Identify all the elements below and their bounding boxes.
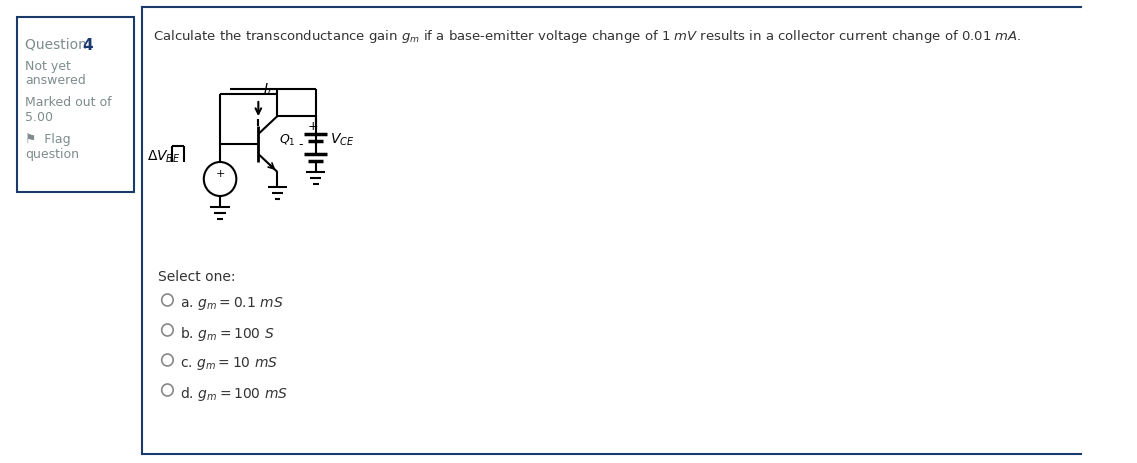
Text: d. $g_m = 100\ mS$: d. $g_m = 100\ mS$ xyxy=(180,384,288,402)
Text: $V_{CE}$: $V_{CE}$ xyxy=(330,131,355,148)
FancyBboxPatch shape xyxy=(17,18,134,193)
Text: Select one:: Select one: xyxy=(158,269,235,283)
Text: +: + xyxy=(215,169,225,179)
Text: Question: Question xyxy=(25,38,91,52)
Text: question: question xyxy=(25,148,78,161)
Text: b. $g_m = 100\ S$: b. $g_m = 100\ S$ xyxy=(180,324,274,342)
Text: Calculate the transconductance gain $g_m$ if a base-emitter voltage change of $1: Calculate the transconductance gain $g_m… xyxy=(153,28,1022,45)
Text: $Q_1$: $Q_1$ xyxy=(280,132,296,147)
Text: ⚑  Flag: ⚑ Flag xyxy=(25,133,70,146)
Text: Marked out of: Marked out of xyxy=(25,96,111,109)
Text: 5.00: 5.00 xyxy=(25,111,53,124)
Text: +: + xyxy=(308,120,318,133)
Text: $I_c$: $I_c$ xyxy=(263,81,274,98)
Text: 4: 4 xyxy=(82,38,93,53)
Text: c. $g_m = 10\ mS$: c. $g_m = 10\ mS$ xyxy=(180,354,279,371)
Text: Not yet: Not yet xyxy=(25,60,70,73)
Text: a. $g_m = 0.1\ mS$: a. $g_m = 0.1\ mS$ xyxy=(180,294,283,311)
Text: $\Delta V_{BE}$: $\Delta V_{BE}$ xyxy=(148,149,181,165)
Text: answered: answered xyxy=(25,74,85,87)
Text: -: - xyxy=(299,138,304,151)
